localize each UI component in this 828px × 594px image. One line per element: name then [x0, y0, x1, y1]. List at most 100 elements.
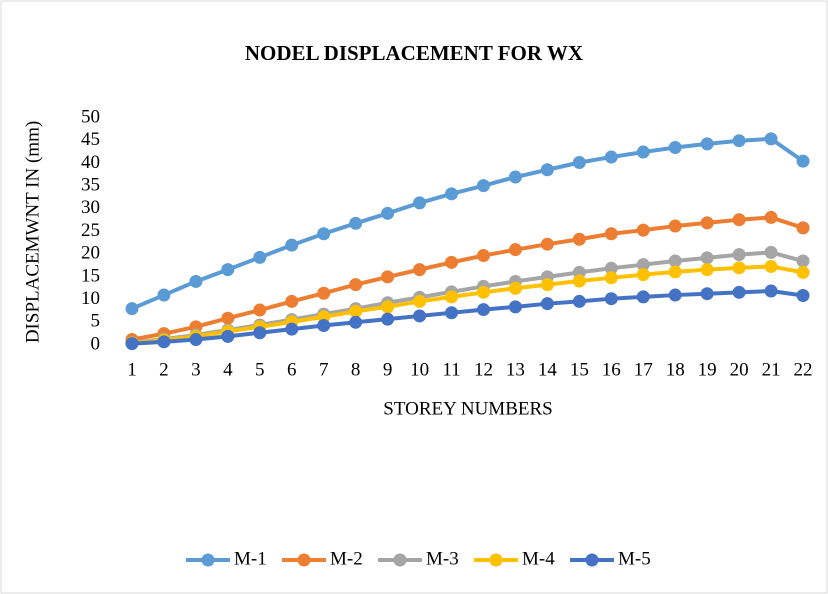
data-point	[413, 294, 427, 308]
x-tick-label: 7	[319, 359, 329, 380]
data-point	[636, 223, 650, 237]
data-point	[317, 227, 331, 241]
data-point	[668, 288, 682, 302]
data-point	[508, 281, 522, 295]
data-point	[253, 303, 267, 317]
data-point	[540, 237, 554, 251]
data-point	[700, 251, 714, 265]
data-point	[604, 292, 618, 306]
data-point	[636, 145, 650, 159]
data-point	[445, 187, 459, 201]
y-tick-label: 35	[81, 174, 100, 195]
data-point	[157, 288, 171, 302]
x-tick-label: 22	[794, 359, 813, 380]
legend-label: M-5	[618, 548, 651, 569]
data-point	[189, 274, 203, 288]
x-tick-label: 8	[351, 359, 361, 380]
x-tick-label: 3	[191, 359, 201, 380]
data-point	[476, 249, 490, 263]
legend-label: M-2	[330, 548, 363, 569]
x-tick-label: 16	[602, 359, 621, 380]
data-point	[796, 221, 810, 235]
data-point	[668, 141, 682, 155]
data-point	[540, 297, 554, 311]
data-point	[700, 287, 714, 301]
legend-marker	[201, 553, 215, 567]
y-tick-label: 45	[81, 129, 100, 150]
data-point	[764, 259, 778, 273]
data-point	[540, 278, 554, 292]
data-point	[413, 309, 427, 323]
data-point	[668, 254, 682, 268]
y-tick-label: 5	[91, 311, 101, 332]
y-axis-title: DISPLACEMWNT IN (mm)	[22, 121, 43, 343]
data-point	[476, 303, 490, 317]
data-point	[413, 196, 427, 210]
legend-marker	[585, 553, 599, 567]
data-point	[476, 285, 490, 299]
y-tick-label: 25	[81, 220, 100, 241]
data-point	[285, 238, 299, 252]
y-tick-label: 0	[91, 333, 101, 354]
data-point	[413, 263, 427, 277]
data-point	[125, 302, 139, 316]
y-tick-label: 50	[81, 106, 100, 127]
x-tick-label: 4	[223, 359, 233, 380]
data-point	[221, 263, 235, 277]
data-point	[476, 179, 490, 193]
data-point	[604, 150, 618, 164]
data-point	[764, 132, 778, 146]
legend-marker	[297, 553, 311, 567]
data-point	[700, 216, 714, 230]
y-tick-label: 10	[81, 288, 100, 309]
series-line	[131, 136, 805, 311]
legend-marker	[393, 553, 407, 567]
data-point	[732, 261, 746, 275]
data-point	[732, 134, 746, 148]
series-line	[131, 215, 804, 342]
data-point	[732, 285, 746, 299]
data-point	[604, 271, 618, 285]
x-tick-label: 6	[287, 359, 297, 380]
legend-label: M-1	[234, 548, 267, 569]
x-tick-label: 5	[255, 359, 265, 380]
data-point	[764, 284, 778, 298]
data-point	[796, 154, 810, 168]
data-point	[349, 315, 363, 329]
data-point	[508, 243, 522, 257]
data-point	[349, 278, 363, 292]
data-point	[572, 294, 586, 308]
data-point	[381, 270, 395, 284]
x-tick-label: 18	[666, 359, 685, 380]
x-axis-title: STOREY NUMBERS	[383, 398, 552, 419]
x-tick-label: 19	[698, 359, 717, 380]
data-point	[572, 232, 586, 246]
data-point	[253, 250, 267, 264]
x-tick-label: 17	[634, 359, 653, 380]
legend-marker	[489, 553, 503, 567]
data-point	[189, 333, 203, 347]
data-point	[668, 219, 682, 233]
data-point	[604, 261, 618, 275]
data-point	[285, 294, 299, 308]
data-point	[764, 245, 778, 259]
data-point	[381, 300, 395, 314]
legend-label: M-3	[426, 548, 459, 569]
x-tick-label: 2	[159, 359, 169, 380]
series-line	[131, 288, 804, 346]
data-point	[572, 274, 586, 288]
x-tick-label: 11	[442, 359, 460, 380]
data-point	[668, 265, 682, 279]
x-tick-label: 10	[410, 359, 429, 380]
data-point	[572, 155, 586, 169]
y-tick-label: 15	[81, 265, 100, 286]
y-tick-label: 20	[81, 243, 100, 264]
data-point	[349, 304, 363, 318]
data-point	[764, 210, 778, 224]
data-point	[285, 322, 299, 336]
data-point	[796, 254, 810, 268]
data-point	[125, 337, 139, 351]
data-point	[796, 265, 810, 279]
data-point	[636, 290, 650, 304]
